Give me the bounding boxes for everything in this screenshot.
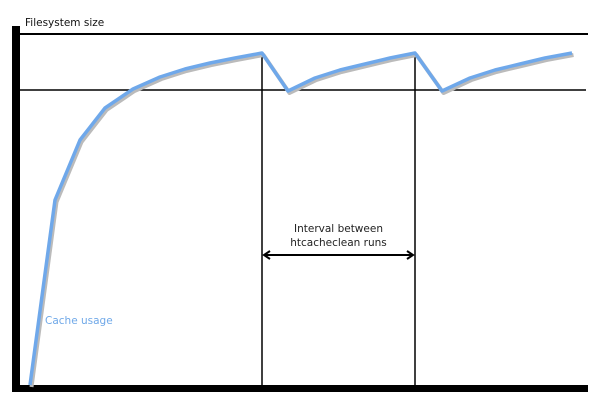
y-axis	[12, 26, 20, 392]
interval-label-line1: Interval between	[294, 223, 383, 235]
interval-label-line2: htcacheclean runs	[290, 237, 387, 249]
cache-usage-label: Cache usage	[45, 315, 113, 327]
interval-label: Interval between htcacheclean runs	[262, 222, 415, 250]
y-axis-label: Filesystem size	[25, 17, 105, 29]
x-axis	[12, 385, 588, 392]
cache-usage-shadow	[29, 53, 574, 388]
cache-usage-curve	[28, 51, 573, 386]
